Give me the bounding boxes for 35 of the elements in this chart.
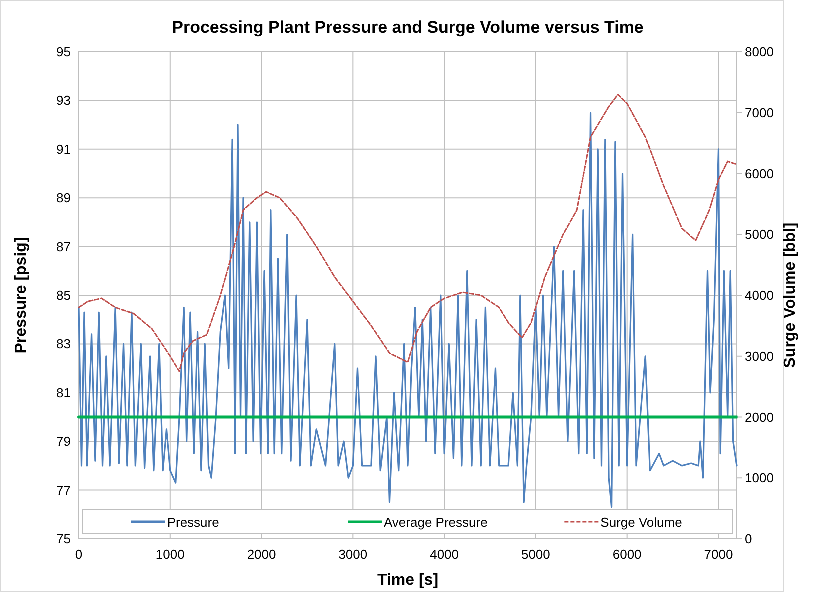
- y-tick-label: 95: [56, 44, 71, 60]
- x-tick-label: 4000: [430, 547, 460, 562]
- y-tick-label: 77: [56, 482, 71, 498]
- y-tick-label: 85: [56, 288, 71, 303]
- legend-label: Pressure: [167, 515, 220, 530]
- x-tick-label: 1000: [156, 547, 185, 562]
- y2-tick-label: 1000: [745, 470, 774, 486]
- x-axis-title: Time [s]: [377, 572, 439, 589]
- y2-axis-title: Surge Volume [bbl]: [782, 222, 799, 368]
- y-tick-label: 89: [56, 190, 71, 206]
- y-tick-label: 91: [56, 142, 71, 157]
- y-tick-label: 83: [56, 336, 71, 352]
- y2-tick-label: 2000: [745, 410, 774, 425]
- x-tick-label: 6000: [612, 547, 642, 562]
- y-tick-label: 75: [56, 532, 71, 546]
- x-tick-label: 3000: [338, 547, 368, 562]
- y-tick-label: 79: [56, 434, 71, 450]
- y2-tick-label: 4000: [745, 288, 774, 303]
- legend-label: Surge Volume: [600, 515, 682, 530]
- x-tick-label: 7000: [704, 547, 734, 562]
- legend-label: Average Pressure: [384, 515, 488, 530]
- y-tick-label: 81: [56, 385, 71, 400]
- y-tick-label: 93: [56, 93, 71, 108]
- x-tick-label: 2000: [247, 547, 276, 562]
- chart-title: Processing Plant Pressure and Surge Volume versus Time: [172, 18, 644, 37]
- x-tick-label: 5000: [521, 547, 550, 562]
- y2-tick-label: 8000: [745, 44, 774, 60]
- y2-tick-label: 3000: [745, 348, 774, 364]
- x-tick-label: 0: [75, 547, 83, 562]
- y2-tick-label: 6000: [745, 166, 774, 182]
- y-tick-label: 87: [56, 239, 71, 254]
- y2-tick-label: 7000: [745, 105, 774, 120]
- y-axis-title: Pressure [psig]: [13, 237, 30, 354]
- y2-tick-label: 0: [745, 532, 752, 546]
- y2-tick-label: 5000: [745, 227, 774, 242]
